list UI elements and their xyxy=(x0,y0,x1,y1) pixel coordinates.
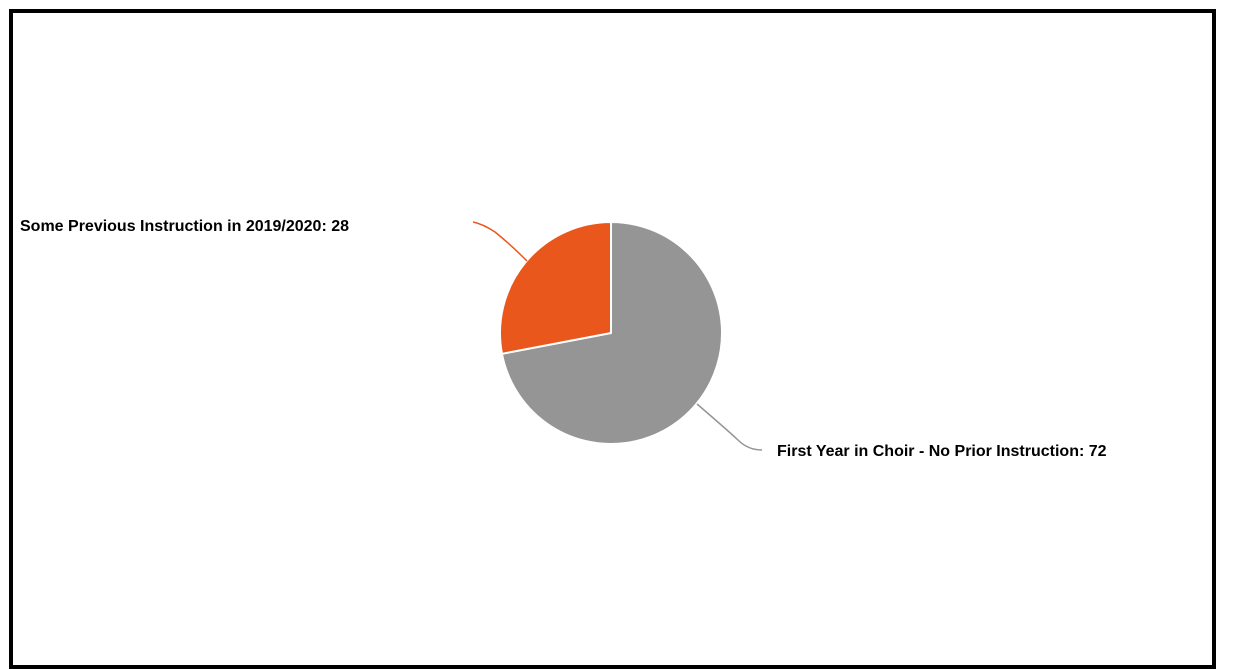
slice-label-previous-instruction: Some Previous Instruction in 2019/2020: … xyxy=(20,218,349,235)
leader-line-first-year xyxy=(696,403,763,451)
leader-lines xyxy=(472,221,763,451)
pie-chart: First Year in Choir - No Prior Instructi… xyxy=(20,218,1107,460)
leader-line-previous-instruction xyxy=(472,221,528,262)
slice-label-first-year: First Year in Choir - No Prior Instructi… xyxy=(777,443,1107,460)
pie-slice-previous-instruction xyxy=(499,221,612,355)
pie-slices xyxy=(499,221,723,445)
